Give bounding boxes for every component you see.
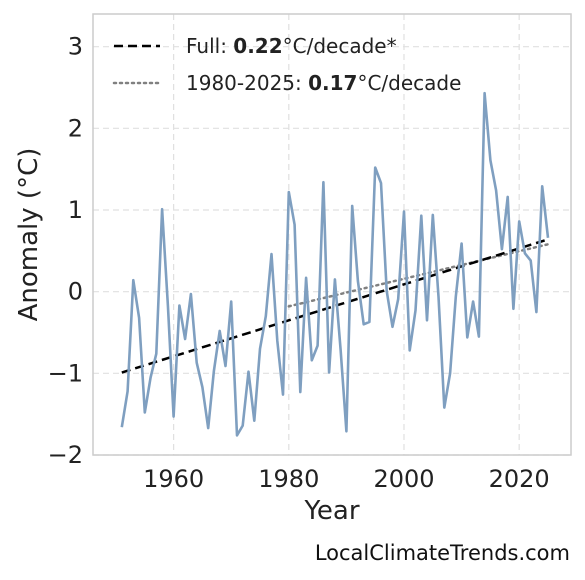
full-trend-line (121, 238, 549, 374)
y-tick-label: −1 (48, 359, 83, 387)
legend-prefix: Full: (186, 34, 233, 58)
legend-rate-value: 0.22 (233, 34, 282, 58)
legend-suffix: °C/decade* (283, 34, 397, 58)
x-axis-label: Year (303, 496, 359, 526)
legend-rate-value: 0.17 (308, 71, 357, 95)
y-tick-label: −2 (48, 441, 83, 469)
anomaly-series (120, 91, 550, 437)
source-watermark: LocalClimateTrends.com (315, 541, 570, 565)
y-tick-label: 2 (68, 114, 83, 142)
anomaly-series-line (120, 91, 550, 437)
y-axis-label: Anomaly (°C) (14, 148, 44, 322)
legend-prefix: 1980-2025: (186, 71, 308, 95)
y-tick-label: 1 (68, 196, 83, 224)
legend-label-full-trend: Full: 0.22°C/decade* (186, 34, 397, 58)
tick-labels: 1960 1980 2000 2020 −2 −1 0 1 2 3 (48, 33, 550, 493)
x-tick-label: 2020 (489, 465, 550, 493)
plot-frame (92, 13, 572, 456)
legend-suffix: °C/decade (357, 71, 461, 95)
x-tick-label: 2000 (373, 465, 434, 493)
x-tick-label: 1960 (143, 465, 204, 493)
legend: Full: 0.22°C/decade* 1980-2025: 0.17°C/d… (112, 34, 461, 95)
y-tick-label: 3 (68, 33, 83, 61)
legend-label-recent-trend: 1980-2025: 0.17°C/decade (186, 71, 461, 95)
x-tick-label: 1980 (258, 465, 319, 493)
y-tick-label: 0 (68, 278, 83, 306)
